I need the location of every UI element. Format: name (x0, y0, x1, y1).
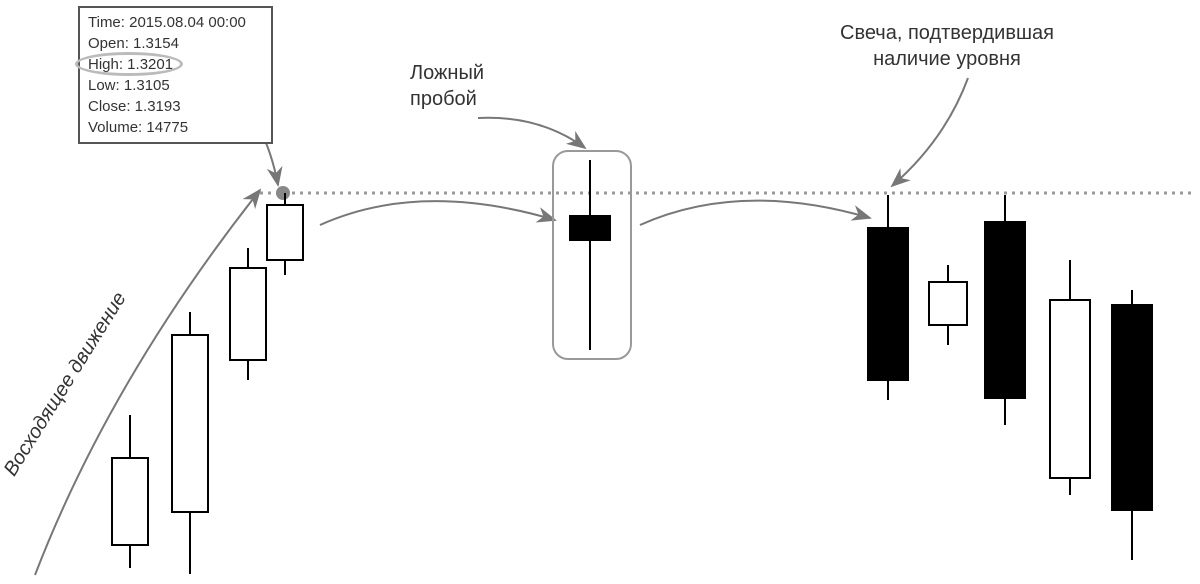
tooltip-time: Time: 2015.08.04 00:00 (88, 12, 263, 33)
candle-body-0 (112, 458, 148, 545)
candle-body-7 (985, 222, 1025, 398)
flow-arrow-1 (320, 201, 555, 225)
confirmation-label: Свеча, подтвердившая наличие уровня (840, 20, 1054, 72)
candle-body-3 (267, 205, 303, 260)
candle-body-8 (1050, 300, 1090, 478)
tooltip-low: Low: 1.3105 (88, 75, 263, 96)
high-highlight-circle (75, 52, 183, 76)
flow-arrow-2 (640, 201, 870, 225)
tooltip-open: Open: 1.3154 (88, 33, 263, 54)
confirmation-arrow (892, 78, 968, 186)
false-breakout-arrow (478, 118, 585, 148)
tooltip-close: Close: 1.3193 (88, 96, 263, 117)
candle-body-9 (1112, 305, 1152, 510)
tooltip-volume: Volume: 14775 (88, 117, 263, 138)
false-breakout-label: Ложный пробой (410, 60, 484, 112)
candle-body-1 (172, 335, 208, 512)
candles-group (112, 160, 1152, 574)
candle-body-6 (929, 282, 967, 325)
level-touch-dot (276, 186, 290, 200)
false-breakout-box (552, 150, 632, 360)
candle-body-2 (230, 268, 266, 360)
candle-body-5 (868, 228, 908, 380)
